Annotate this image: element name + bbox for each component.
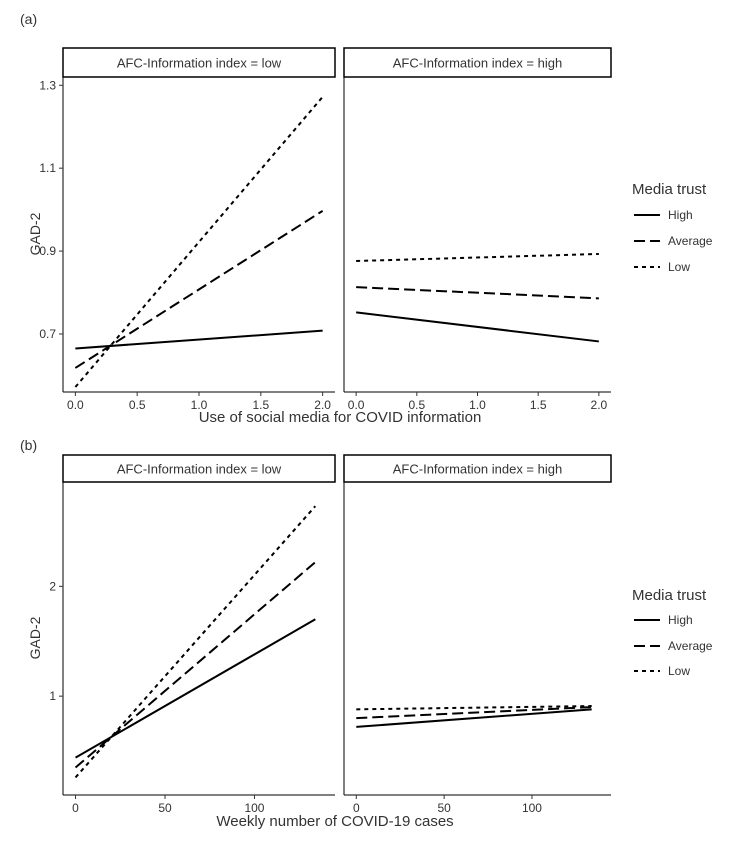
y-tick-label: 1 (49, 689, 56, 703)
x-tick-label: 0.5 (129, 398, 146, 412)
legend-title: Media trust (632, 587, 707, 604)
y-tick-label: 2 (49, 579, 56, 593)
x-axis-label: Weekly number of COVID-19 cases (216, 813, 453, 830)
y-tick-label: 1.1 (39, 161, 56, 175)
facet-strip (62, 47, 336, 78)
facet-panel-low: AFC-Information index = low 0.0 0.5 1.0 1.5 2… (39, 47, 336, 412)
y-tick-label: 0.9 (39, 244, 56, 258)
chart-a: (a) AFC-Information index = low 0.0 0.5 1.0 1… (20, 11, 713, 426)
facet-strip-label: AFC-Information index = high (393, 56, 562, 71)
facet-strip-label: AFC-Information index = low (117, 462, 282, 477)
series-line-low (356, 252, 599, 263)
x-tick-label: 100 (244, 801, 264, 815)
x-tick-label: 1.5 (252, 398, 269, 412)
x-tick-label: 0.0 (67, 398, 84, 412)
y-axis-label: GAD-2 (27, 616, 43, 659)
y-axis-label: GAD-2 (27, 212, 43, 255)
series-line-high (356, 708, 592, 728)
facet-panel-high: AFC-Information index = high 0.0 0.5 1.0 1.5… (343, 47, 612, 412)
legend: Media trust High Average Low (632, 181, 713, 274)
legend-entry-low: Low (668, 664, 690, 678)
facet-strip-label: AFC-Information index = high (393, 462, 562, 477)
series-line-average (356, 706, 592, 720)
x-tick-label: 1.0 (469, 398, 486, 412)
facet-panel-low: AFC-Information index = low 0 50 100 1 2 (49, 454, 336, 815)
y-tick-label: 0.7 (39, 327, 56, 341)
x-tick-label: 1.5 (530, 398, 547, 412)
series-line-high (75, 329, 323, 350)
series-line-average (356, 286, 599, 300)
x-tick-label: 0 (353, 801, 360, 815)
facet-strip-label: AFC-Information index = low (117, 56, 282, 71)
legend-entry-low: Low (668, 260, 690, 274)
legend-entry-high: High (668, 613, 693, 627)
facet-strip (343, 47, 612, 78)
x-tick-label: 1.0 (191, 398, 208, 412)
facet-panel-high: AFC-Information index = high 0 50 100 (343, 454, 612, 815)
y-tick-label: 1.3 (39, 78, 56, 92)
series-line-high (75, 618, 316, 759)
x-tick-label: 2.0 (314, 398, 331, 412)
x-tick-label: 0.5 (408, 398, 425, 412)
x-tick-label: 0 (72, 801, 79, 815)
series-line-low (74, 96, 324, 388)
x-tick-label: 0.0 (348, 398, 365, 412)
panel-label: (a) (20, 11, 37, 27)
legend-entry-average: Average (668, 234, 713, 248)
legend: Media trust High Average Low (632, 587, 713, 678)
x-tick-label: 50 (437, 801, 451, 815)
series-line-high (356, 311, 599, 343)
facet-strip (62, 454, 336, 483)
x-tick-label: 100 (522, 801, 542, 815)
facet-strip (343, 454, 612, 483)
x-tick-label: 2.0 (591, 398, 608, 412)
legend-entry-average: Average (668, 639, 713, 653)
x-axis-label: Use of social media for COVID informatio… (199, 409, 482, 426)
x-tick-label: 50 (158, 801, 172, 815)
legend-title: Media trust (632, 181, 707, 198)
panel-label: (b) (20, 437, 37, 453)
legend-entry-high: High (668, 208, 693, 222)
series-line-average (74, 210, 324, 369)
